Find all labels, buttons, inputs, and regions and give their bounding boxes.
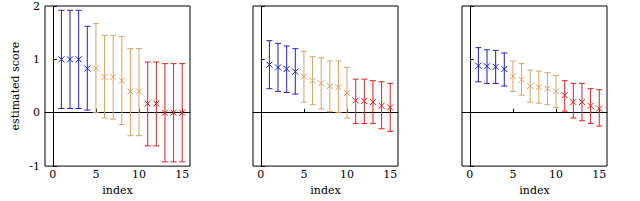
svg-text:15: 15 xyxy=(592,168,606,181)
svg-text:index: index xyxy=(519,184,550,197)
svg-text:10: 10 xyxy=(340,168,354,181)
svg-text:5: 5 xyxy=(509,168,516,181)
svg-text:2: 2 xyxy=(33,0,40,13)
svg-text:0: 0 xyxy=(33,106,40,119)
svg-text:5: 5 xyxy=(92,168,99,181)
svg-text:15: 15 xyxy=(175,168,189,181)
svg-text:0: 0 xyxy=(49,168,56,181)
svg-text:0: 0 xyxy=(257,168,264,181)
svg-text:index: index xyxy=(310,184,341,197)
svg-text:0: 0 xyxy=(466,168,473,181)
svg-text:estimated score: estimated score xyxy=(9,42,22,131)
svg-text:-1: -1 xyxy=(29,160,40,173)
svg-text:5: 5 xyxy=(300,168,307,181)
svg-text:15: 15 xyxy=(383,168,397,181)
svg-text:10: 10 xyxy=(549,168,563,181)
svg-text:10: 10 xyxy=(132,168,146,181)
svg-text:1: 1 xyxy=(33,53,40,66)
svg-text:index: index xyxy=(102,184,133,197)
